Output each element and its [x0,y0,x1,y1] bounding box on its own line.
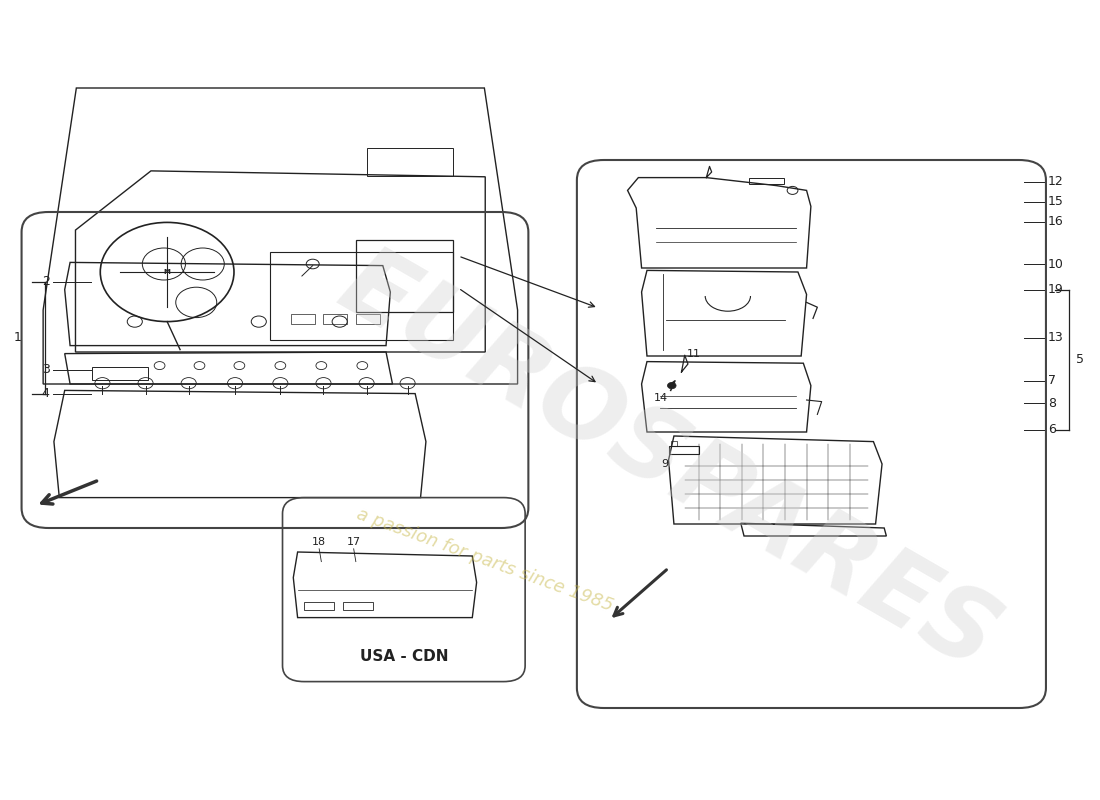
Text: 13: 13 [1048,331,1064,344]
Bar [749,178,784,184]
Bar [304,602,334,610]
Text: USA - CDN: USA - CDN [360,649,448,664]
Text: 17: 17 [346,538,361,547]
Text: 7: 7 [1048,374,1056,387]
Bar [366,148,453,176]
Text: 12: 12 [1048,175,1064,188]
Text: 1: 1 [13,331,22,344]
Text: 14: 14 [653,394,668,403]
Text: EUROSPARES: EUROSPARES [323,237,1014,691]
Text: 5: 5 [1076,354,1085,366]
Bar [270,252,453,340]
Bar [355,314,380,324]
Bar [91,367,147,380]
Text: 10: 10 [1048,258,1064,270]
Text: 8: 8 [1048,397,1056,410]
Text: 16: 16 [1048,215,1064,228]
Text: 2: 2 [42,275,50,288]
Bar [292,314,315,324]
Text: 18: 18 [312,538,327,547]
Bar [355,240,453,312]
Text: 6: 6 [1048,423,1056,436]
Text: 3: 3 [42,363,50,376]
Bar [671,441,678,446]
Bar [669,446,698,454]
Circle shape [668,382,676,389]
Text: 4: 4 [42,387,50,400]
Text: M: M [164,269,170,275]
Text: 11: 11 [686,349,701,358]
Bar [343,602,373,610]
Text: 19: 19 [1048,283,1064,296]
Bar [323,314,348,324]
Text: 15: 15 [1048,195,1064,208]
Text: a passion for parts since 1985: a passion for parts since 1985 [354,505,616,615]
Text: 9: 9 [662,459,669,469]
